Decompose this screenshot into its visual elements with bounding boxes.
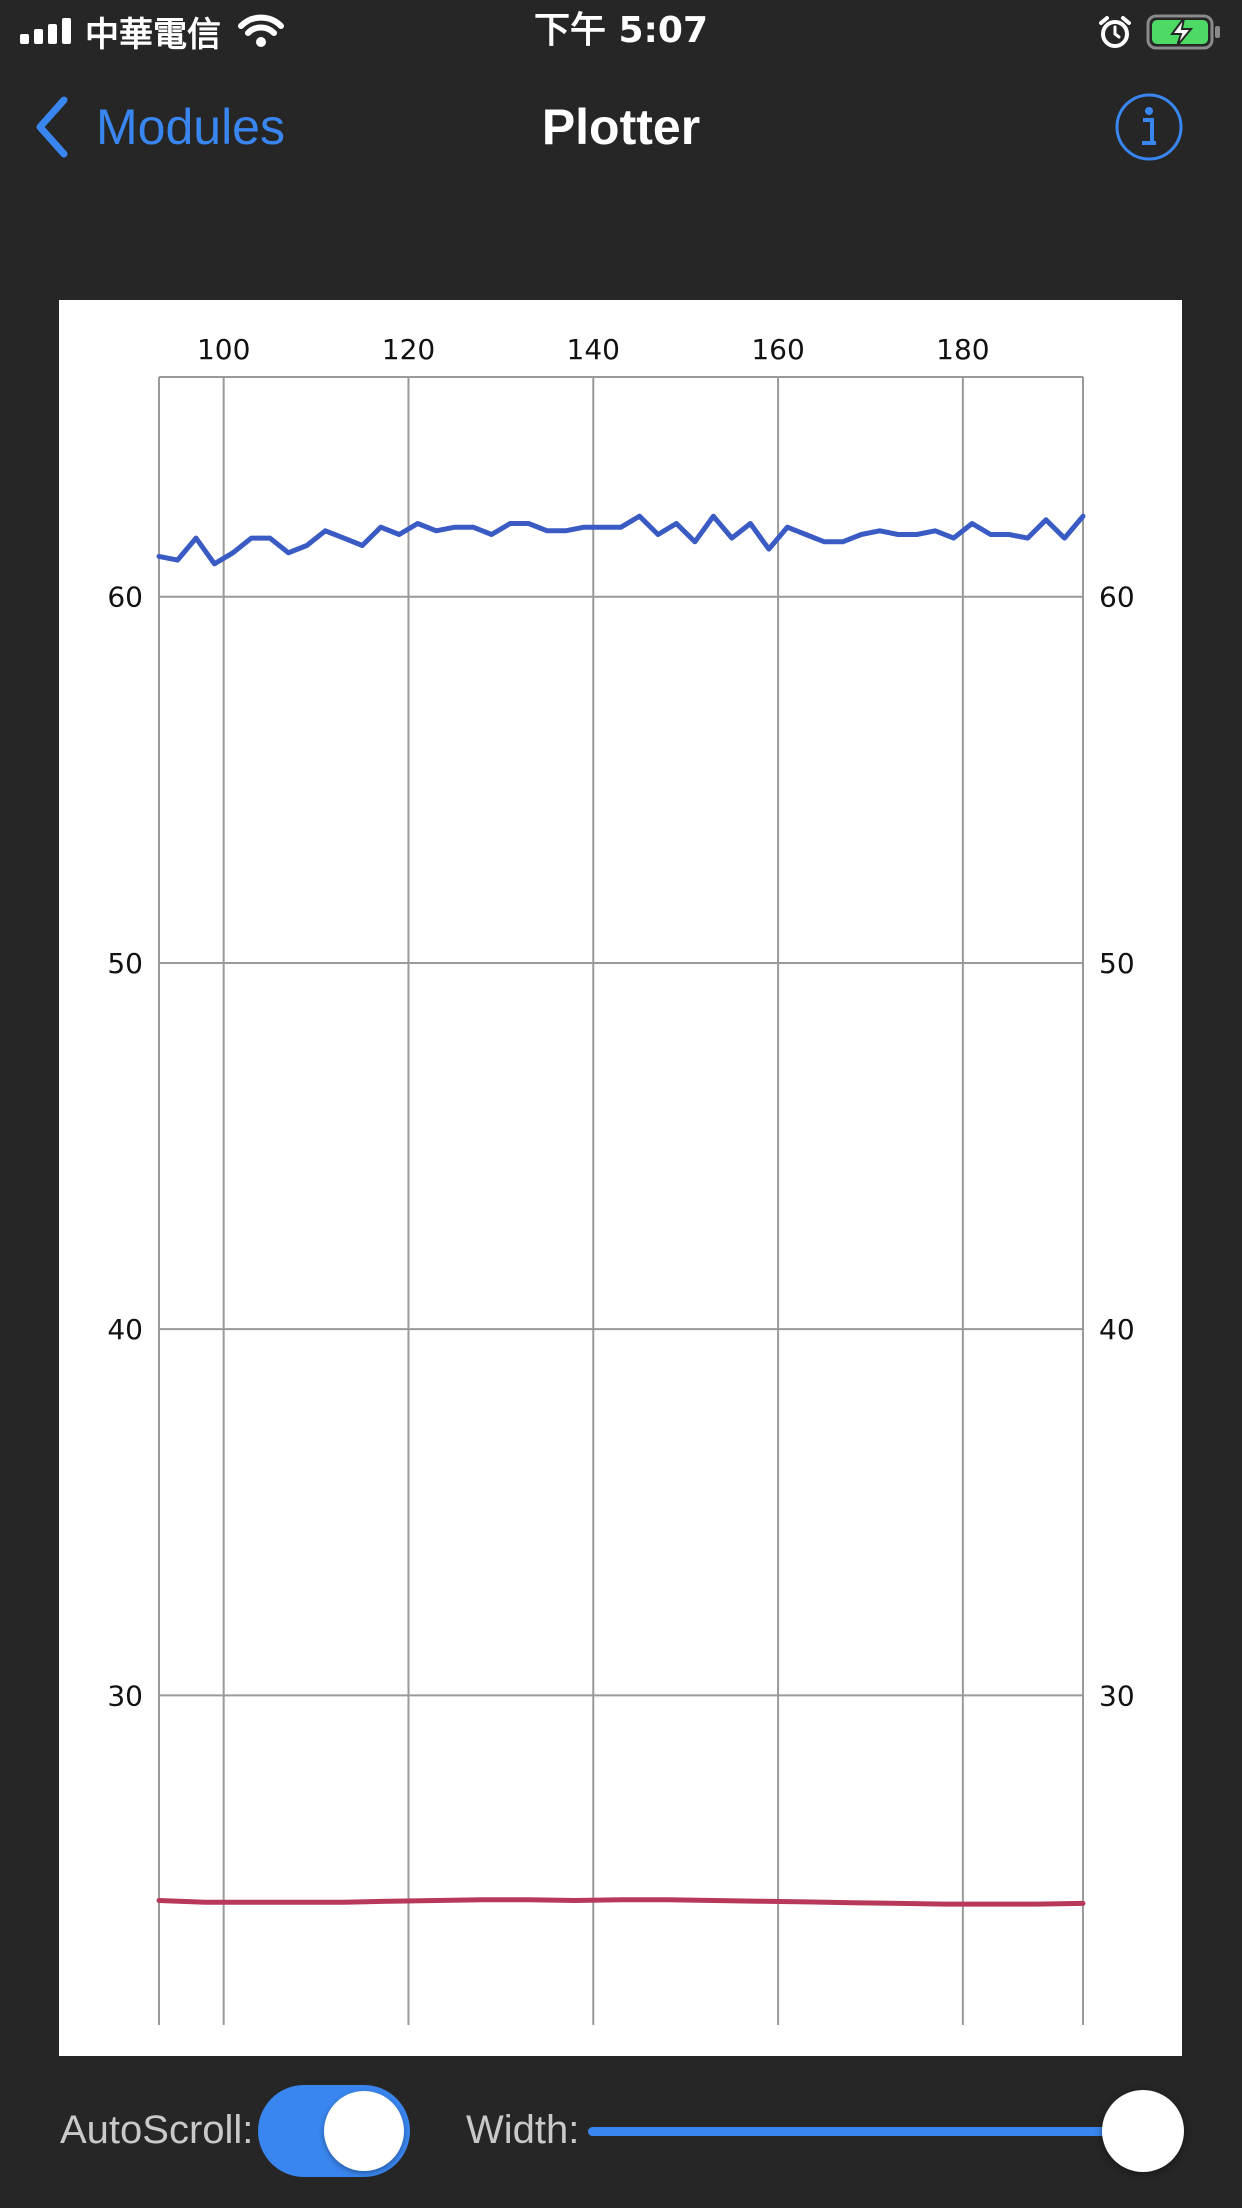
y-tick-label-right: 60	[1099, 581, 1135, 614]
page-title: Plotter	[541, 99, 701, 155]
width-slider[interactable]	[588, 2090, 1184, 2172]
info-button[interactable]	[1114, 92, 1184, 162]
cellular-signal-icon	[20, 18, 71, 44]
plot-area[interactable]: 100 120 140 160 180 30 30 40 40 50 50 60 60	[59, 300, 1182, 2056]
autoscroll-label: AutoScroll:	[60, 2108, 254, 2152]
x-tick-label: 120	[382, 333, 435, 366]
y-tick-label-left: 50	[107, 947, 143, 980]
status-bar: 中華電信 下午 5:07	[0, 0, 1242, 62]
status-time: 下午 5:07	[533, 10, 709, 51]
x-tick-label: 100	[197, 333, 250, 366]
slider-thumb[interactable]	[1102, 2090, 1184, 2172]
series-line-1	[156, 513, 1086, 567]
y-tick-label-left: 40	[107, 1313, 143, 1346]
battery-charging-icon	[1146, 14, 1220, 50]
carrier-name: 中華電信	[85, 14, 221, 55]
chevron-left-icon	[36, 96, 68, 158]
status-left: 中華電信	[20, 8, 285, 55]
y-tick-label-left: 30	[107, 1679, 143, 1712]
plotter-chart: 100 120 140 160 180 30 30 40 40 50 50 60 60	[107, 333, 1135, 2025]
x-tick-label: 160	[751, 333, 804, 366]
autoscroll-toggle[interactable]	[258, 2085, 410, 2177]
toggle-knob	[324, 2091, 404, 2171]
y-tick-label-left: 60	[107, 581, 143, 614]
alarm-icon	[1099, 16, 1131, 48]
x-tick-label: 140	[567, 333, 620, 366]
status-right	[1098, 10, 1222, 54]
y-tick-label-right: 50	[1099, 947, 1135, 980]
x-tick-label: 180	[936, 333, 989, 366]
slider-fill	[588, 2127, 1143, 2136]
series-line-2	[156, 1897, 1086, 1907]
wifi-icon	[238, 14, 284, 47]
back-button-label: Modules	[96, 99, 285, 155]
info-circle-icon	[1115, 93, 1183, 161]
y-tick-label-right: 40	[1099, 1313, 1135, 1346]
y-tick-label-right: 30	[1099, 1679, 1135, 1712]
back-button[interactable]: Modules	[34, 92, 285, 162]
width-label: Width:	[466, 2108, 580, 2152]
